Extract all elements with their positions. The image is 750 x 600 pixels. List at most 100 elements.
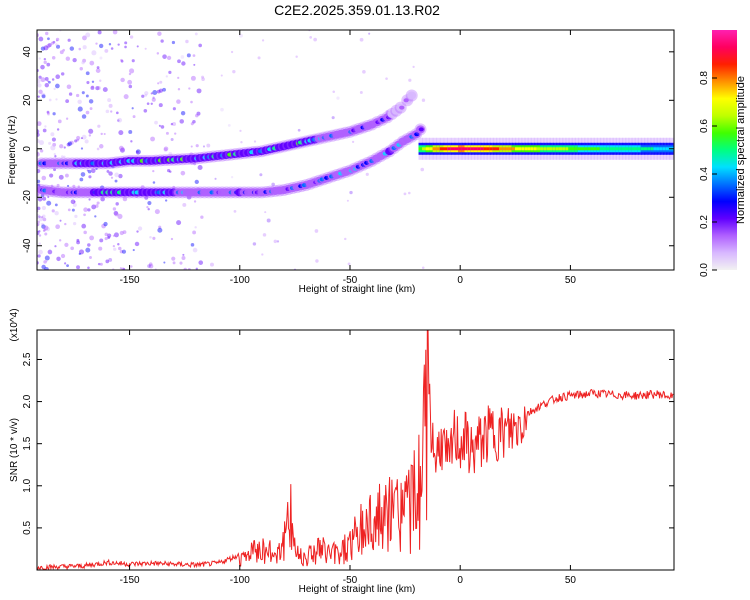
spectrogram-noise-cell bbox=[262, 233, 267, 237]
spectrogram-noise-cell bbox=[104, 236, 108, 241]
spectrogram-noise-cell bbox=[351, 140, 355, 144]
spectrogram-noise-cell bbox=[115, 202, 119, 206]
spectrogram-noise-cell bbox=[43, 57, 47, 61]
spectrogram-noise-cell bbox=[359, 90, 363, 94]
spectrogram-noise-cell bbox=[107, 98, 112, 103]
spectrogram-noise-cell bbox=[81, 223, 87, 229]
spectrogram-noise-cell bbox=[77, 185, 80, 188]
spectrogram-noise-cell bbox=[80, 147, 84, 150]
spectrogram-noise-cell bbox=[313, 37, 317, 42]
spectrogram-noise-cell bbox=[82, 45, 87, 50]
spectrogram-noise-cell bbox=[50, 41, 55, 45]
spectrogram-noise-cell bbox=[121, 249, 127, 254]
spectrogram-noise-cell bbox=[55, 39, 58, 42]
spectrogram-noise-cell bbox=[195, 267, 198, 270]
spectrogram-band-core bbox=[558, 147, 564, 151]
spectrogram-noise-cell bbox=[117, 43, 120, 46]
spectrogram-band-core bbox=[568, 147, 573, 151]
spectrogram-noise-cell bbox=[148, 262, 153, 266]
snr-x-tick-label: 0 bbox=[457, 575, 463, 586]
snr-frame bbox=[36, 329, 675, 571]
spectrogram-noise-cell bbox=[55, 44, 61, 49]
spectrogram-noise-cell bbox=[118, 246, 122, 251]
spectrogram-noise-cell bbox=[37, 206, 41, 211]
spectrogram-noise-cell bbox=[101, 223, 106, 229]
spectrogram-noise-cell bbox=[206, 143, 211, 148]
spectrogram-noise-cell bbox=[82, 58, 87, 63]
colorbar-ticks: 0.0 0.2 0.4 0.6 0.8 bbox=[699, 71, 717, 277]
spectrogram-noise-cell bbox=[150, 136, 155, 142]
spectrogram-band-core bbox=[581, 147, 586, 151]
spectrogram-noise-cell bbox=[135, 149, 141, 155]
spectrogram-noise-cell bbox=[49, 173, 54, 178]
spectrogram-x-axis-label: Height of straight line (km) bbox=[299, 284, 416, 295]
spectrogram-x-tick-label: -100 bbox=[230, 275, 250, 286]
spectrogram-noise-cell bbox=[144, 47, 147, 50]
spectrogram-noise-cell bbox=[198, 260, 204, 265]
spectrogram-noise-cell bbox=[113, 210, 119, 216]
spectrogram-noise-cell bbox=[112, 207, 117, 211]
spectrogram-band-core bbox=[640, 147, 646, 151]
spectrogram-noise-cell bbox=[100, 196, 105, 202]
snr-x-tick-label: -100 bbox=[230, 575, 250, 586]
spectrogram-noise-cell bbox=[38, 230, 41, 233]
spectrogram-noise-cell bbox=[181, 61, 186, 66]
spectrogram-noise-cell bbox=[131, 59, 135, 63]
spectrogram-heat-cells bbox=[37, 30, 674, 270]
spectrogram-noise-cell bbox=[41, 94, 46, 99]
spectrogram-noise-cell bbox=[421, 98, 426, 102]
spectrogram-band-core bbox=[486, 147, 492, 151]
spectrogram-band-core bbox=[662, 147, 668, 151]
spectrogram-noise-cell bbox=[81, 134, 87, 140]
spectrogram-noise-cell bbox=[112, 244, 115, 248]
spectrogram-noise-cell bbox=[118, 130, 124, 136]
spectrogram-noise-cell bbox=[56, 256, 61, 262]
spectrogram-band-core bbox=[590, 147, 595, 151]
spectrogram-noise-cell bbox=[174, 132, 177, 135]
spectrogram-noise-cell bbox=[127, 79, 133, 85]
spectrogram-noise-cell bbox=[190, 100, 193, 104]
spectrogram-noise-cell bbox=[40, 92, 46, 98]
spectrogram-noise-cell bbox=[193, 63, 196, 66]
spectrogram-noise-cell bbox=[112, 30, 118, 35]
spectrogram-band-core bbox=[527, 147, 532, 151]
spectrogram-noise-cell bbox=[197, 164, 203, 171]
spectrogram-noise-cell bbox=[336, 96, 340, 100]
spectrogram-noise-cell bbox=[166, 55, 172, 61]
spectrogram-noise-cell bbox=[79, 177, 84, 182]
spectrogram-y-ticks: -40 -20 0 20 40 bbox=[22, 46, 674, 253]
spectrogram-band-core bbox=[565, 147, 570, 151]
spectrogram-noise-cell bbox=[176, 99, 181, 104]
spectrogram-noise-cell bbox=[114, 179, 118, 183]
spectrogram-noise-cell bbox=[38, 234, 42, 237]
spectrogram-noise-cell bbox=[160, 39, 164, 43]
spectrogram-band-core bbox=[454, 147, 460, 151]
spectrogram-noise-cell bbox=[72, 184, 76, 188]
spectrogram-noise-cell bbox=[85, 110, 90, 115]
spectrogram-band-core bbox=[552, 147, 558, 151]
spectrogram-noise-cell bbox=[38, 57, 41, 60]
spectrogram-noise-cell bbox=[230, 175, 234, 179]
spectrogram-frame bbox=[36, 29, 675, 271]
spectrogram-noise-cell bbox=[78, 252, 81, 256]
spectrogram-band-core bbox=[584, 147, 589, 151]
spectrogram-noise-cell bbox=[194, 226, 197, 229]
spectrogram-noise-cell bbox=[77, 106, 83, 112]
spectrogram-noise-cell bbox=[37, 254, 41, 258]
spectrogram-noise-cell bbox=[97, 30, 102, 35]
spectrogram-band-core bbox=[650, 147, 655, 151]
spectrogram-noise-cell bbox=[190, 75, 196, 81]
snr-y-multiplier: (x10^4) bbox=[9, 308, 20, 341]
spectrogram-noise-cell bbox=[347, 262, 351, 266]
spectrogram-noise-cell bbox=[134, 241, 140, 247]
spectrogram-noise-cell bbox=[45, 259, 48, 263]
spectrogram-noise-cell bbox=[48, 141, 52, 145]
spectrogram-noise-cell bbox=[40, 64, 45, 70]
snr-x-tick-label: 50 bbox=[565, 575, 577, 586]
spectrogram-noise-cell bbox=[124, 45, 127, 49]
spectrogram-noise-cell bbox=[48, 80, 51, 84]
spectrogram-noise-cell bbox=[63, 146, 66, 149]
spectrogram-noise-cell bbox=[156, 89, 161, 94]
spectrogram-noise-cell bbox=[150, 102, 153, 105]
spectrogram-noise-cell bbox=[83, 207, 88, 212]
